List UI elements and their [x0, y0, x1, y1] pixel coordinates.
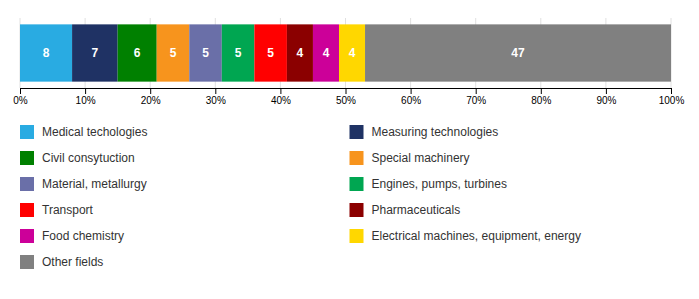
- x-axis: 0% 10% 20% 30% 40% 50% 60% 70% 80% 90% 100%: [13, 88, 684, 106]
- legend-label: Material, metallurgy: [42, 177, 147, 191]
- legend-item: Measuring technologies: [350, 125, 499, 139]
- bar: [254, 24, 287, 81]
- legend-swatch: [20, 229, 34, 243]
- data-label: 8: [43, 46, 50, 60]
- legend-item: Transport: [20, 203, 94, 217]
- legend-label: Measuring technologies: [372, 125, 499, 139]
- data-label: 5: [267, 46, 274, 60]
- x-tick-mark: [411, 88, 412, 94]
- x-tick-label: 90%: [596, 95, 616, 106]
- x-tick-mark: [346, 88, 347, 94]
- legend-item: Food chemistry: [20, 229, 124, 243]
- data-label: 4: [297, 46, 304, 60]
- legend-label: Medical techologies: [42, 125, 147, 139]
- grid: [20, 18, 671, 88]
- bar: [313, 24, 339, 81]
- legend-label: Electrical machines, equipment, energy: [372, 229, 581, 243]
- bar: [189, 24, 222, 81]
- legend-label: Transport: [42, 203, 94, 217]
- x-tick: 30%: [206, 88, 226, 106]
- legend-item: Medical techologies: [20, 125, 147, 139]
- x-tick-label: 0%: [13, 95, 28, 106]
- x-tick-mark: [85, 88, 86, 94]
- legend-item: Engines, pumps, turbines: [350, 177, 507, 191]
- x-tick: 60%: [401, 88, 421, 106]
- data-label: 47: [511, 46, 525, 60]
- legend-label: Civil consytuction: [42, 151, 135, 165]
- legend-item: Special machinery: [350, 151, 470, 165]
- data-label: 7: [92, 46, 99, 60]
- x-tick-label: 70%: [466, 95, 486, 106]
- x-tick: 100%: [659, 88, 685, 106]
- legend-item: Pharmaceuticals: [350, 203, 461, 217]
- x-tick-mark: [476, 88, 477, 94]
- x-tick: 80%: [531, 88, 551, 106]
- legend-swatch: [20, 203, 34, 217]
- x-tick-label: 30%: [206, 95, 226, 106]
- x-tick-label: 100%: [659, 95, 685, 106]
- data-label: 5: [202, 46, 209, 60]
- chart: 8 7 6 5 5 5 5 4 4 4 47 0% 10% 20% 30% 40% 50% 60% 70% 80% 90…: [0, 0, 699, 299]
- legend-swatch: [20, 151, 34, 165]
- data-label: 5: [235, 46, 242, 60]
- x-tick-mark: [280, 88, 281, 94]
- bar: [20, 24, 72, 81]
- bar: [118, 24, 157, 81]
- x-tick: 50%: [336, 88, 356, 106]
- x-tick-label: 10%: [76, 95, 96, 106]
- x-tick: 70%: [466, 88, 486, 106]
- bar: [157, 24, 190, 81]
- legend-swatch: [20, 255, 34, 269]
- legend-swatch: [350, 203, 364, 217]
- legend-swatch: [350, 151, 364, 165]
- bar: [365, 24, 671, 81]
- x-tick: 10%: [76, 88, 96, 106]
- x-tick: 0%: [13, 88, 28, 106]
- legend-label: Pharmaceuticals: [372, 203, 461, 217]
- legend: Medical techologies Measuring technologie…: [20, 125, 581, 269]
- x-tick-label: 20%: [141, 95, 161, 106]
- bar: [222, 24, 255, 81]
- x-tick: 20%: [141, 88, 161, 106]
- x-tick-mark: [215, 88, 216, 94]
- x-tick-mark: [671, 88, 672, 94]
- bars: [20, 24, 671, 81]
- bar: [72, 24, 118, 81]
- data-labels: 8 7 6 5 5 5 5 4 4 4 47: [43, 46, 525, 60]
- legend-swatch: [350, 125, 364, 139]
- legend-item: Other fields: [20, 255, 103, 269]
- data-label: 4: [323, 46, 330, 60]
- legend-label: Special machinery: [372, 151, 470, 165]
- data-label: 4: [349, 46, 356, 60]
- bar: [287, 24, 313, 81]
- bar: [339, 24, 365, 81]
- legend-item: Civil consytuction: [20, 151, 135, 165]
- data-label: 6: [134, 46, 141, 60]
- x-tick-label: 40%: [271, 95, 291, 106]
- x-tick-mark: [606, 88, 607, 94]
- x-tick-label: 60%: [401, 95, 421, 106]
- x-tick-mark: [150, 88, 151, 94]
- legend-swatch: [350, 177, 364, 191]
- legend-swatch: [350, 229, 364, 243]
- legend-item: Electrical machines, equipment, energy: [350, 229, 581, 243]
- x-tick: 90%: [596, 88, 616, 106]
- legend-label: Food chemistry: [42, 229, 124, 243]
- x-tick-label: 80%: [531, 95, 551, 106]
- data-label: 5: [170, 46, 177, 60]
- x-tick: 40%: [271, 88, 291, 106]
- legend-swatch: [20, 125, 34, 139]
- x-tick-label: 50%: [336, 95, 356, 106]
- x-tick-mark: [20, 88, 21, 94]
- x-axis-line: [21, 89, 672, 95]
- legend-label: Engines, pumps, turbines: [372, 177, 507, 191]
- x-tick-mark: [541, 88, 542, 94]
- legend-swatch: [20, 177, 34, 191]
- legend-item: Material, metallurgy: [20, 177, 147, 191]
- legend-label: Other fields: [42, 255, 103, 269]
